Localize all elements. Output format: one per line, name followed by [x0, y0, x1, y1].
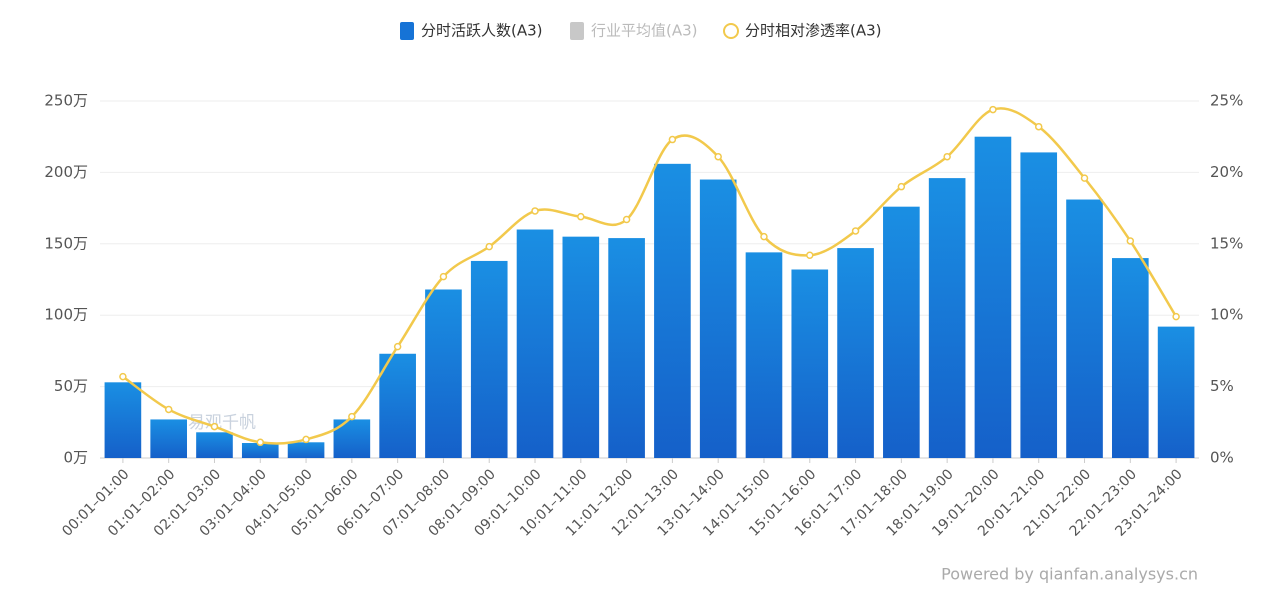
line-point — [714, 152, 722, 161]
line-point — [210, 422, 219, 431]
bar — [883, 206, 920, 458]
line-point — [1126, 237, 1135, 245]
line — [122, 107, 1178, 445]
y-tick-label: 200万 — [44, 163, 88, 181]
y2-tick-label: 10% — [1210, 306, 1243, 324]
line-point — [439, 272, 448, 281]
y-tick-label: 0万 — [63, 449, 88, 467]
bar — [425, 289, 462, 458]
bar — [1066, 199, 1103, 459]
bar — [562, 236, 600, 458]
bar — [791, 269, 829, 458]
footer: Powered by qianfan.analysys.cn — [941, 565, 1198, 584]
bar — [241, 443, 279, 458]
bar — [104, 382, 142, 458]
line-point — [485, 242, 493, 251]
y2-tick-label: 25% — [1210, 92, 1243, 110]
bar — [608, 238, 645, 458]
bar — [470, 260, 508, 458]
line-point — [531, 207, 539, 215]
watermark: 易观千帆 — [188, 413, 256, 433]
legend-label: 行业平均值(A3) — [591, 22, 698, 40]
line-point — [119, 372, 127, 381]
line-point — [851, 227, 860, 235]
line-point — [393, 342, 402, 351]
line-point — [348, 412, 356, 421]
legend-swatch — [400, 22, 414, 40]
bar — [150, 419, 188, 458]
bar — [974, 136, 1012, 458]
bar — [1111, 258, 1149, 458]
bar — [379, 353, 416, 458]
y-tick-label: 100万 — [44, 306, 88, 324]
line-point — [806, 251, 814, 259]
bar — [333, 419, 371, 458]
bar — [287, 442, 325, 458]
line-point — [760, 232, 768, 241]
line-point — [1034, 122, 1043, 131]
y-tick-label: 150万 — [44, 234, 88, 252]
bar — [837, 248, 874, 458]
line-point — [577, 212, 585, 221]
bar — [928, 178, 966, 458]
y2-tick-label: 15% — [1210, 234, 1243, 252]
y2-tick-label: 0% — [1210, 449, 1234, 467]
legend: 分时活跃人数(A3) 行业平均值(A3) 分时相对渗透率(A3) — [400, 22, 882, 40]
line-point — [989, 105, 997, 114]
legend-swatch — [570, 22, 584, 40]
legend-label: 分时相对渗透率(A3) — [745, 22, 882, 40]
line-point — [668, 135, 677, 144]
bar — [196, 432, 233, 458]
bar — [1020, 152, 1058, 458]
bar — [699, 179, 737, 459]
y2-tick-label: 20% — [1210, 163, 1243, 181]
line-point — [943, 152, 951, 161]
line-point — [897, 182, 906, 191]
bar — [1157, 326, 1195, 458]
line-point — [1172, 312, 1180, 321]
line-point — [622, 215, 631, 224]
legend-label: 分时活跃人数(A3) — [421, 22, 543, 40]
bar — [654, 163, 691, 458]
y2-tick-label: 5% — [1210, 377, 1234, 395]
y-tick-label: 50万 — [54, 377, 88, 395]
bar — [745, 252, 783, 458]
line-point — [164, 405, 173, 414]
line-point — [302, 435, 310, 444]
line-point — [256, 438, 265, 447]
line-point — [1080, 174, 1089, 182]
y-tick-label: 250万 — [44, 92, 88, 110]
legend-swatch — [723, 23, 739, 39]
bar — [516, 229, 554, 458]
